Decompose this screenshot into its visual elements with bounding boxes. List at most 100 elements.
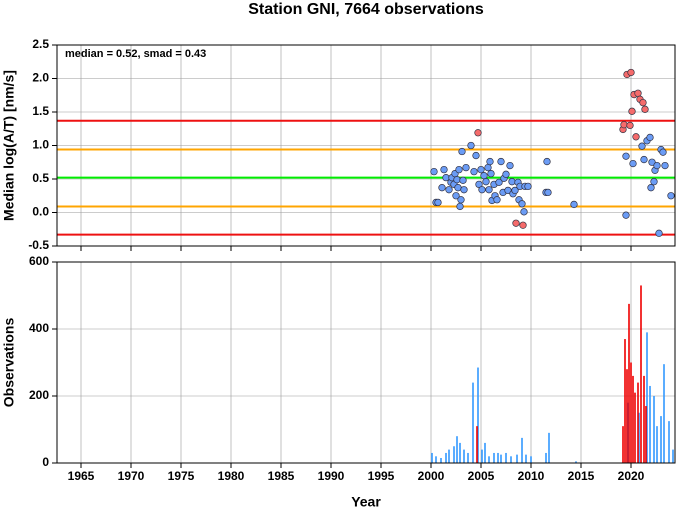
point bbox=[506, 161, 514, 170]
bar bbox=[510, 456, 512, 463]
x-tick-label: 1965 bbox=[68, 469, 95, 483]
point bbox=[430, 167, 438, 176]
point bbox=[497, 157, 505, 166]
point bbox=[628, 107, 636, 115]
chart-title: Station GNI, 7664 observations bbox=[248, 1, 484, 18]
bar bbox=[668, 421, 670, 463]
x-tick-label: 1970 bbox=[118, 469, 145, 483]
bar bbox=[456, 436, 458, 463]
y-tick-label: 0 bbox=[42, 455, 49, 469]
bar bbox=[575, 461, 577, 463]
point bbox=[629, 159, 637, 168]
point bbox=[620, 121, 628, 129]
bar bbox=[488, 456, 490, 463]
bar bbox=[453, 446, 455, 463]
bar bbox=[505, 452, 507, 463]
x-tick-label: 1990 bbox=[318, 469, 345, 483]
bar bbox=[672, 449, 674, 463]
bar bbox=[638, 412, 640, 463]
point bbox=[456, 202, 464, 211]
point bbox=[495, 178, 503, 187]
point bbox=[478, 186, 486, 194]
bar bbox=[472, 382, 474, 463]
bar bbox=[497, 452, 499, 463]
y-tick-label: 1.0 bbox=[32, 138, 49, 152]
bar bbox=[476, 426, 478, 463]
bar bbox=[627, 402, 629, 463]
y-axis-label: Median log(A/T) [nm/s] bbox=[1, 70, 17, 221]
point bbox=[438, 184, 446, 192]
bar bbox=[645, 406, 647, 463]
point bbox=[460, 186, 468, 194]
x-tick-label: 2020 bbox=[618, 469, 645, 483]
point bbox=[445, 186, 453, 194]
bar bbox=[632, 375, 634, 463]
point bbox=[647, 184, 655, 192]
annotation: median = 0.52, smad = 0.43 bbox=[65, 48, 206, 60]
bar bbox=[660, 416, 662, 463]
bar bbox=[628, 303, 630, 463]
point bbox=[512, 219, 520, 227]
point bbox=[639, 98, 647, 107]
bar bbox=[663, 364, 665, 463]
point bbox=[634, 89, 642, 97]
bar bbox=[448, 449, 450, 463]
point bbox=[480, 171, 488, 180]
y-tick-label: 0.5 bbox=[32, 171, 49, 185]
point bbox=[648, 158, 656, 166]
bar bbox=[435, 456, 437, 463]
x-tick-label: 2005 bbox=[468, 469, 495, 483]
point bbox=[650, 178, 658, 186]
bar bbox=[646, 332, 648, 463]
point bbox=[458, 147, 466, 156]
point bbox=[477, 165, 485, 174]
bar bbox=[467, 452, 469, 463]
point bbox=[632, 133, 640, 141]
point bbox=[524, 182, 532, 191]
bar bbox=[516, 454, 518, 463]
point bbox=[454, 184, 462, 192]
bar bbox=[459, 442, 461, 463]
point bbox=[518, 200, 526, 208]
point bbox=[543, 157, 551, 166]
y-tick-label: 200 bbox=[29, 388, 49, 402]
y-tick-label: -0.5 bbox=[28, 238, 49, 252]
point bbox=[511, 186, 519, 195]
point bbox=[493, 196, 501, 204]
point bbox=[508, 178, 516, 186]
point bbox=[434, 198, 442, 207]
x-tick-label: 2015 bbox=[568, 469, 595, 483]
point bbox=[653, 161, 661, 170]
point bbox=[440, 165, 448, 174]
point bbox=[484, 163, 492, 172]
y-axis-label: Observations bbox=[1, 318, 17, 408]
point bbox=[641, 105, 649, 113]
point bbox=[453, 176, 461, 184]
x-tick-label: 2010 bbox=[518, 469, 545, 483]
point bbox=[455, 165, 463, 174]
bar bbox=[445, 452, 447, 463]
point bbox=[502, 170, 510, 178]
bar bbox=[622, 426, 624, 463]
bar bbox=[500, 454, 502, 463]
point bbox=[622, 152, 630, 160]
bar bbox=[656, 426, 658, 463]
point bbox=[622, 211, 630, 219]
y-tick-label: 2.5 bbox=[32, 37, 49, 51]
point bbox=[640, 155, 648, 164]
x-tick-label: 1975 bbox=[168, 469, 195, 483]
point bbox=[655, 229, 663, 237]
point bbox=[462, 163, 470, 172]
bar bbox=[649, 385, 651, 463]
x-axis-label: Year bbox=[351, 494, 381, 510]
y-tick-label: 600 bbox=[29, 254, 49, 268]
point bbox=[474, 129, 482, 137]
point bbox=[472, 151, 480, 160]
bar bbox=[637, 382, 639, 463]
bar bbox=[525, 454, 527, 463]
point bbox=[485, 186, 493, 194]
x-tick-label: 1985 bbox=[268, 469, 295, 483]
bar bbox=[545, 452, 547, 463]
